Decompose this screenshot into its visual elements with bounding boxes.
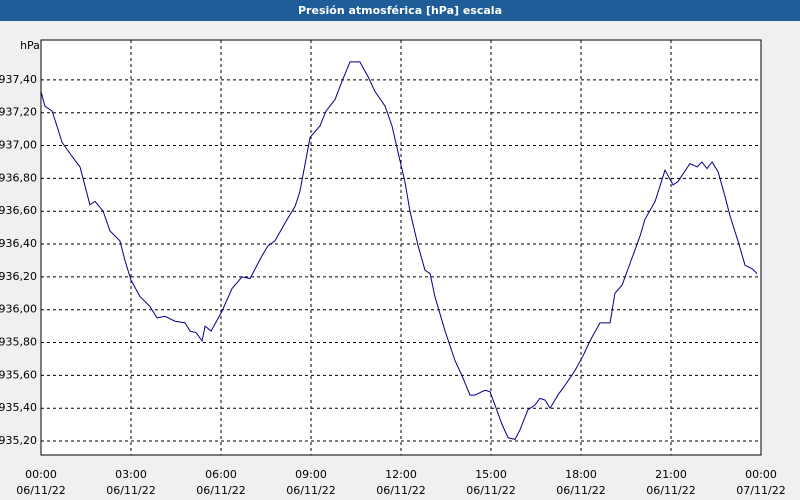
x-tick-label: 12:00	[385, 468, 417, 481]
y-axis-label: hPa	[20, 39, 40, 52]
x-tick-label: 09:00	[295, 468, 327, 481]
x-tick-label: 03:00	[115, 468, 147, 481]
y-tick-label: 935,60	[0, 368, 37, 381]
y-tick-label: 935,80	[0, 336, 37, 349]
x-tick-label: 06/11/22	[106, 484, 155, 497]
x-tick-label: 07/11/22	[736, 484, 785, 497]
x-tick-label: 06/11/22	[466, 484, 515, 497]
plot-area	[40, 39, 762, 456]
title-bar	[0, 0, 800, 21]
y-tick-label: 937,20	[0, 106, 37, 119]
x-tick-label: 00:00	[745, 468, 777, 481]
y-tick-label: 936,60	[0, 204, 37, 217]
x-tick-label: 15:00	[475, 468, 507, 481]
y-tick-label: 937,40	[0, 73, 37, 86]
x-tick-label: 06/11/22	[16, 484, 65, 497]
y-tick-label: 936,80	[0, 171, 37, 184]
y-tick-label: 937,00	[0, 139, 37, 152]
y-tick-label: 936,00	[0, 303, 37, 316]
x-tick-label: 21:00	[655, 468, 687, 481]
x-tick-label: 06/11/22	[556, 484, 605, 497]
y-tick-label: 935,20	[0, 434, 37, 447]
x-tick-label: 18:00	[565, 468, 597, 481]
chart-title: Presión atmosférica [hPa] escala	[298, 4, 502, 17]
y-tick-label: 935,40	[0, 401, 37, 414]
x-tick-label: 06:00	[205, 468, 237, 481]
data-line	[40, 61, 758, 440]
x-tick-label: 06/11/22	[646, 484, 695, 497]
x-tick-label: 06/11/22	[286, 484, 335, 497]
plot-border	[40, 39, 762, 456]
x-tick-label: 06/11/22	[196, 484, 245, 497]
x-tick-label: 06/11/22	[376, 484, 425, 497]
y-tick-label: 936,20	[0, 270, 37, 283]
y-tick-label: 936,40	[0, 237, 37, 250]
x-tick-label: 00:00	[25, 468, 57, 481]
